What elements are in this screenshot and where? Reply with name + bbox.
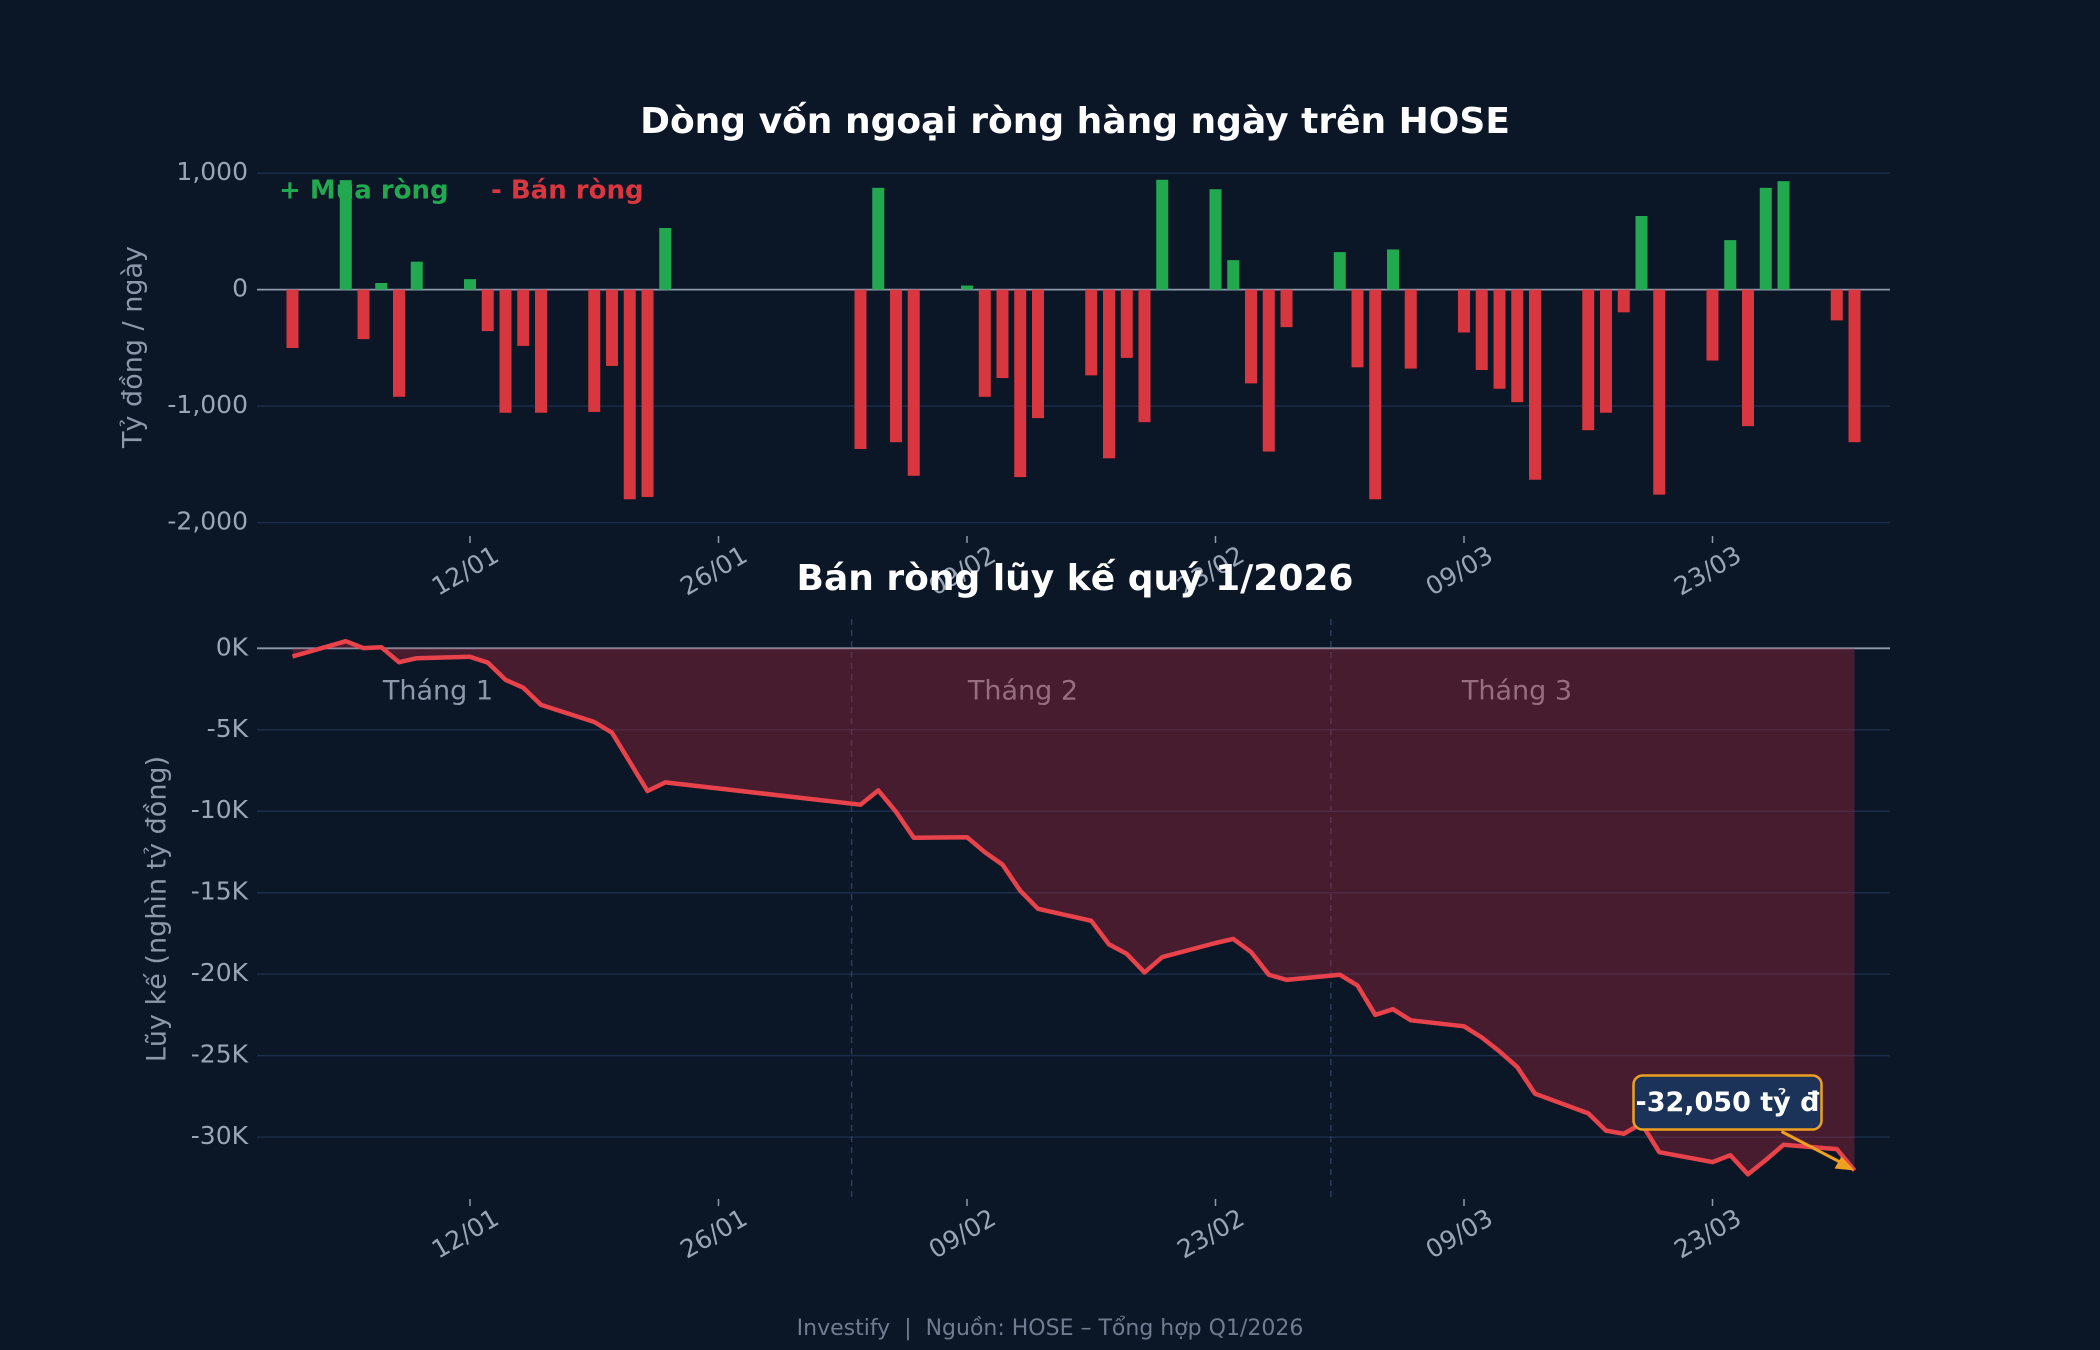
area-fill <box>292 641 1855 1175</box>
y-tick-label: -5K <box>207 714 249 743</box>
bar <box>499 289 512 413</box>
bar <box>1103 289 1115 459</box>
bar <box>535 289 547 413</box>
bar <box>1653 289 1666 495</box>
bar <box>1085 289 1098 376</box>
bar <box>996 289 1009 379</box>
bar <box>1600 289 1612 413</box>
y-tick-label: -20K <box>191 958 249 987</box>
bar <box>375 282 388 290</box>
bar <box>1138 289 1151 423</box>
y-axis-label: Tỷ đồng / ngày <box>118 246 149 449</box>
bar <box>1724 240 1737 290</box>
y-tick-label: -10K <box>191 795 249 824</box>
legend-label: + Mua ròng <box>279 176 449 206</box>
bar <box>854 289 867 449</box>
bar <box>1493 289 1506 389</box>
chart-title: Dòng vốn ngoại ròng hàng ngày trên HOSE <box>640 101 1510 142</box>
month-label: Tháng 3 <box>1461 676 1572 707</box>
bar <box>1759 187 1772 290</box>
bar <box>890 289 902 443</box>
bar <box>1014 289 1027 478</box>
bar <box>1333 252 1346 290</box>
bar <box>1369 289 1382 500</box>
footer: Investify | Nguồn: HOSE – Tổng hợp Q1/20… <box>797 1316 1304 1341</box>
bar <box>1209 189 1222 290</box>
bar <box>1635 216 1648 290</box>
annotation-box <box>1632 1074 1823 1131</box>
bar <box>464 279 476 290</box>
y-tick-label: -25K <box>191 1040 249 1069</box>
bar <box>1706 289 1719 361</box>
y-tick-label: 1,000 <box>176 157 248 186</box>
y-tick-label: -15K <box>191 877 249 906</box>
y-tick-label: -30K <box>191 1121 249 1150</box>
bar <box>1227 260 1240 290</box>
month-label: Tháng 1 <box>382 676 493 707</box>
bar <box>1156 179 1169 290</box>
bar <box>606 289 618 366</box>
month-label: Tháng 2 <box>967 676 1078 707</box>
bar <box>1582 289 1595 431</box>
bar <box>1529 289 1541 480</box>
bar <box>907 289 920 476</box>
bar <box>481 289 494 332</box>
bar <box>1351 289 1364 368</box>
annotation-arrowhead <box>1834 1156 1855 1171</box>
bar <box>410 261 423 290</box>
bar <box>872 187 885 290</box>
annotation-text: -32,050 tỷ đ <box>1635 1087 1820 1118</box>
bar <box>1617 289 1630 313</box>
bar <box>623 289 636 500</box>
bar <box>1032 289 1044 419</box>
bar <box>978 289 991 397</box>
bar <box>393 289 405 397</box>
bar <box>641 289 654 497</box>
bar <box>1511 289 1524 403</box>
bar <box>1387 249 1399 290</box>
bar <box>588 289 601 412</box>
bar <box>1475 289 1488 371</box>
bar <box>659 228 672 290</box>
bar <box>286 289 299 348</box>
bar <box>1848 289 1861 443</box>
y-tick-label: -1,000 <box>167 390 248 419</box>
y-tick-label: 0 <box>232 274 248 303</box>
bar <box>1458 289 1470 333</box>
chart-title: Bán ròng lũy kế quý 1/2026 <box>797 558 1354 599</box>
line <box>291 638 1857 1177</box>
bar <box>1830 289 1843 321</box>
bar <box>1742 289 1754 427</box>
bar <box>339 180 352 290</box>
bar <box>1404 289 1417 369</box>
y-axis-label: Lũy kế (nghìn tỷ đồng) <box>142 756 173 1062</box>
bar <box>1262 289 1275 452</box>
y-tick-label: -2,000 <box>167 507 248 536</box>
bar <box>1777 181 1790 290</box>
bar <box>1280 289 1293 328</box>
bar <box>1245 289 1257 384</box>
bar <box>517 289 530 346</box>
bar <box>357 289 370 340</box>
legend-label: - Bán ròng <box>491 176 644 206</box>
bar <box>961 285 973 290</box>
y-tick-label: 0K <box>216 632 249 661</box>
bar <box>1120 289 1133 358</box>
